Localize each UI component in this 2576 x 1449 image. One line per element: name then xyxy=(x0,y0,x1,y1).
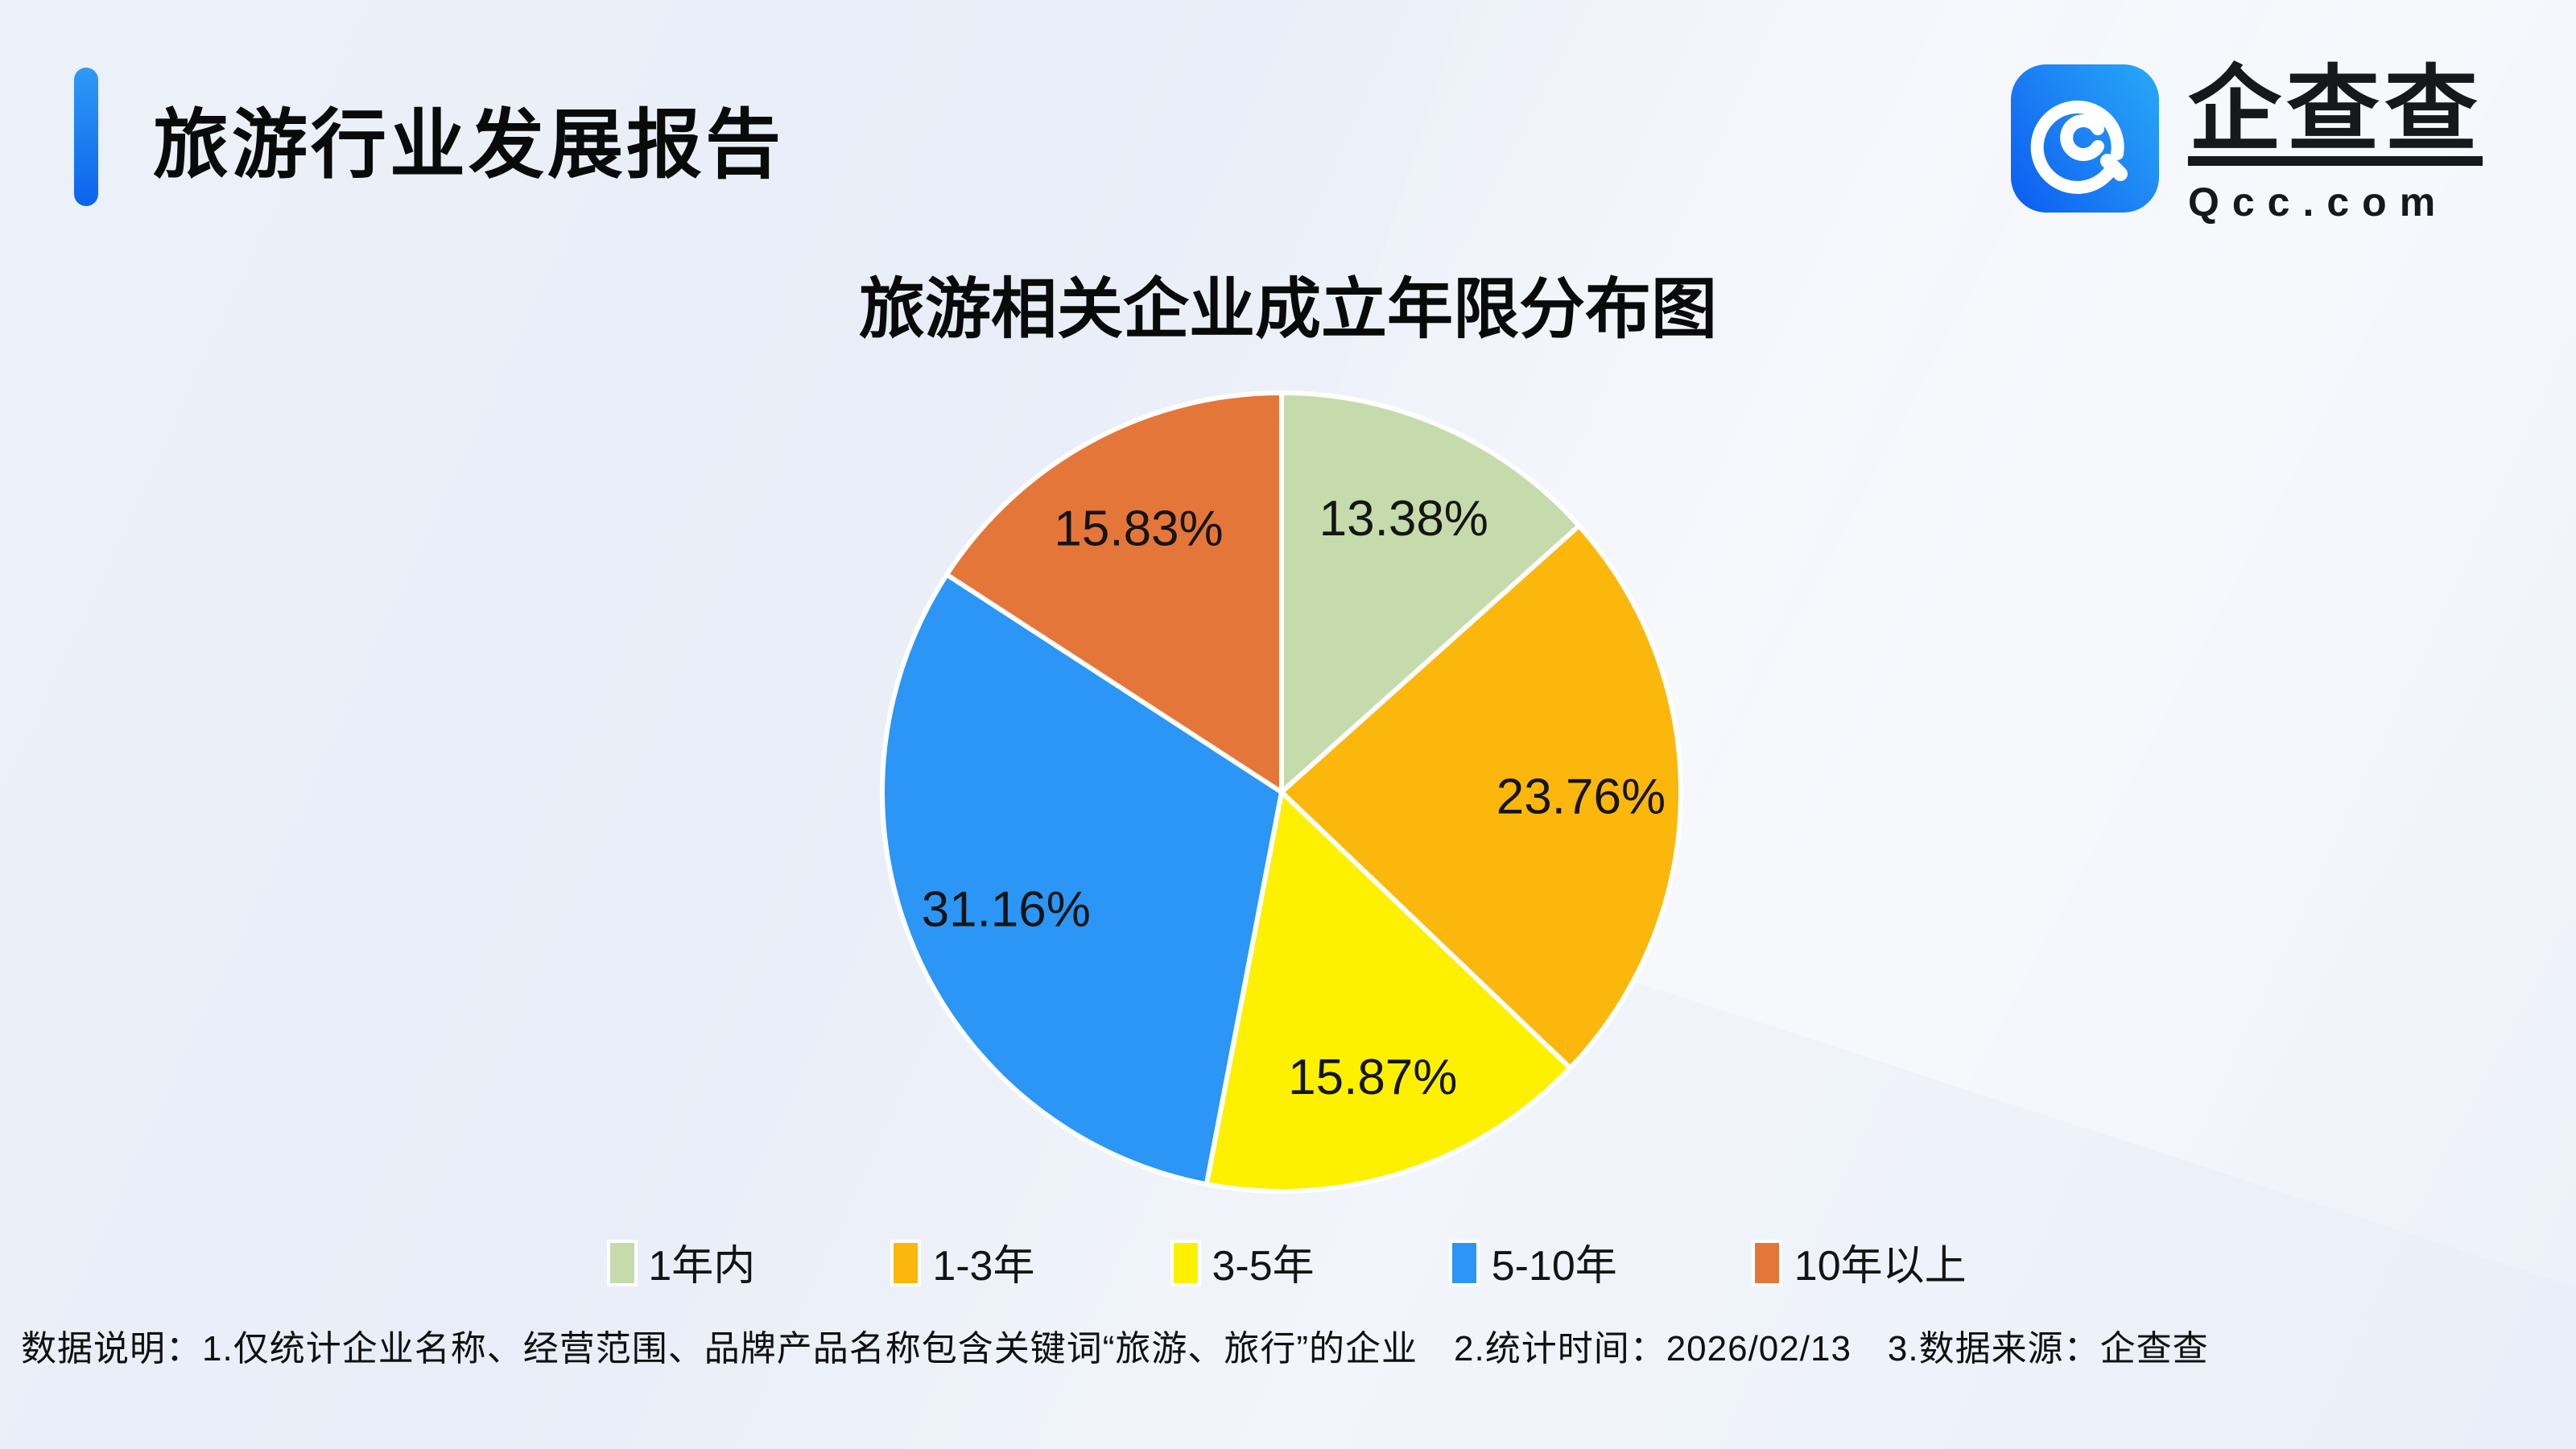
legend-swatch-1-3年 xyxy=(894,1243,919,1283)
chart-legend: 1年内 1-3年 3-5年 5-10年 10年以上 xyxy=(0,1233,2576,1293)
chart-title: 旅游相关企业成立年限分布图 xyxy=(859,272,1717,346)
data-note: 数据说明：1.仅统计企业名称、经营范围、品牌产品名称包含关键词“旅游、旅行”的企… xyxy=(21,1328,2209,1368)
page-title: 旅游行业发展报告 xyxy=(153,101,784,186)
qcc-logo-texts: 企查查 Qcc.com xyxy=(2188,64,2483,227)
magnifier-c-icon xyxy=(2030,100,2128,194)
pie-slice-5-10年 xyxy=(880,572,1284,1187)
legend-label-10年以上: 10年以上 xyxy=(1794,1241,1967,1290)
qcc-logo: 企查查 Qcc.com xyxy=(2010,64,2483,227)
legend-swatch-1年内 xyxy=(609,1243,634,1283)
legend-item-1年内: 1年内 xyxy=(609,1233,755,1293)
pie-slice-1-3年 xyxy=(1279,523,1683,1071)
pie-label-3-5年: 15.87% xyxy=(1288,1050,1457,1105)
legend-item-5-10年: 5-10年 xyxy=(1452,1233,1617,1293)
pie-label-5-10年: 31.16% xyxy=(922,881,1091,937)
legend-swatch-10年以上 xyxy=(1755,1243,1780,1283)
qcc-logo-domain: Qcc.com xyxy=(2187,180,2449,225)
report-header: 旅游行业发展报告 xyxy=(74,64,784,209)
title-accent-bar xyxy=(74,68,98,206)
pie-slice-1年内 xyxy=(1279,390,1582,795)
pie-slice-10年以上 xyxy=(944,390,1284,795)
pie-label-1-3年: 23.76% xyxy=(1496,770,1666,825)
legend-swatch-3-5年 xyxy=(1173,1243,1198,1283)
legend-label-1-3年: 1-3年 xyxy=(932,1241,1035,1290)
qcc-logo-icon xyxy=(2010,64,2159,213)
legend-label-5-10年: 5-10年 xyxy=(1491,1241,1617,1290)
pie-label-10年以上: 15.83% xyxy=(1054,502,1223,557)
legend-label-1年内: 1年内 xyxy=(648,1241,756,1290)
legend-item-10年以上: 10年以上 xyxy=(1755,1233,1967,1293)
legend-item-3-5年: 3-5年 xyxy=(1173,1233,1315,1293)
legend-swatch-5-10年 xyxy=(1452,1243,1477,1283)
pie-slice-3-5年 xyxy=(1203,790,1573,1194)
legend-item-1-3年: 1-3年 xyxy=(894,1233,1035,1293)
pie-label-1年内: 13.38% xyxy=(1319,491,1488,547)
qcc-logo-name: 企查查 xyxy=(2187,58,2483,163)
legend-label-3-5年: 3-5年 xyxy=(1212,1241,1315,1290)
